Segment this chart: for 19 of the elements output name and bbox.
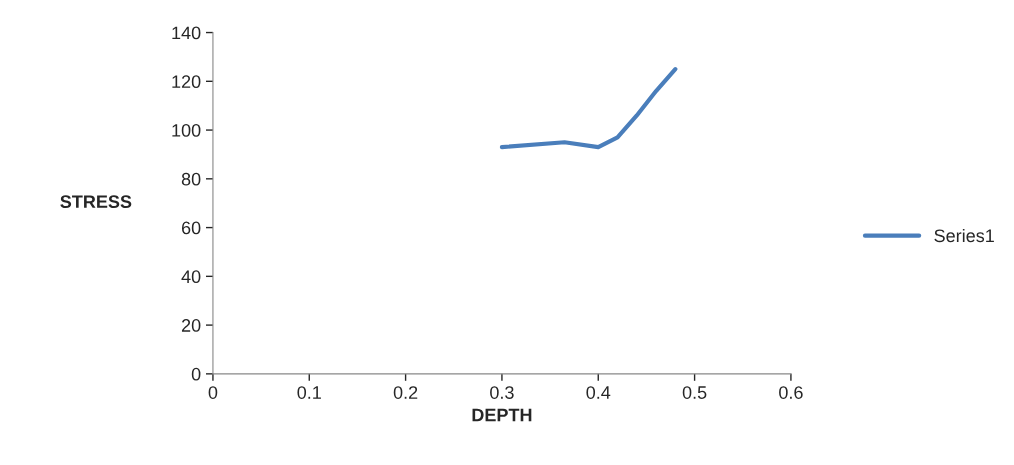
x-tick-label: 0.5 xyxy=(682,386,707,399)
y-tick-label: 40 xyxy=(181,270,201,284)
x-tick-label: 0.3 xyxy=(490,386,514,399)
line-series xyxy=(499,67,678,150)
x-tick-label: 0.2 xyxy=(393,386,418,399)
y-tick-label: 0 xyxy=(191,367,201,381)
legend-label: Series1 xyxy=(934,228,994,243)
x-tick-label: 0.4 xyxy=(586,386,611,399)
y-tick-label: 80 xyxy=(181,172,201,186)
x-axis-title: DEPTH xyxy=(472,408,532,422)
y-tick-label: 100 xyxy=(172,124,201,137)
x-tick-label: 0 xyxy=(208,386,218,399)
y-tick-label: 140 xyxy=(172,26,201,40)
y-tick-label: 120 xyxy=(172,75,201,89)
x-tick-label: 0.6 xyxy=(779,386,803,399)
x-tick-label: 0.1 xyxy=(297,386,321,399)
y-axis-title: STRESS xyxy=(60,195,132,209)
y-tick-label: 20 xyxy=(181,319,201,332)
y-tick-label: 60 xyxy=(181,221,201,235)
